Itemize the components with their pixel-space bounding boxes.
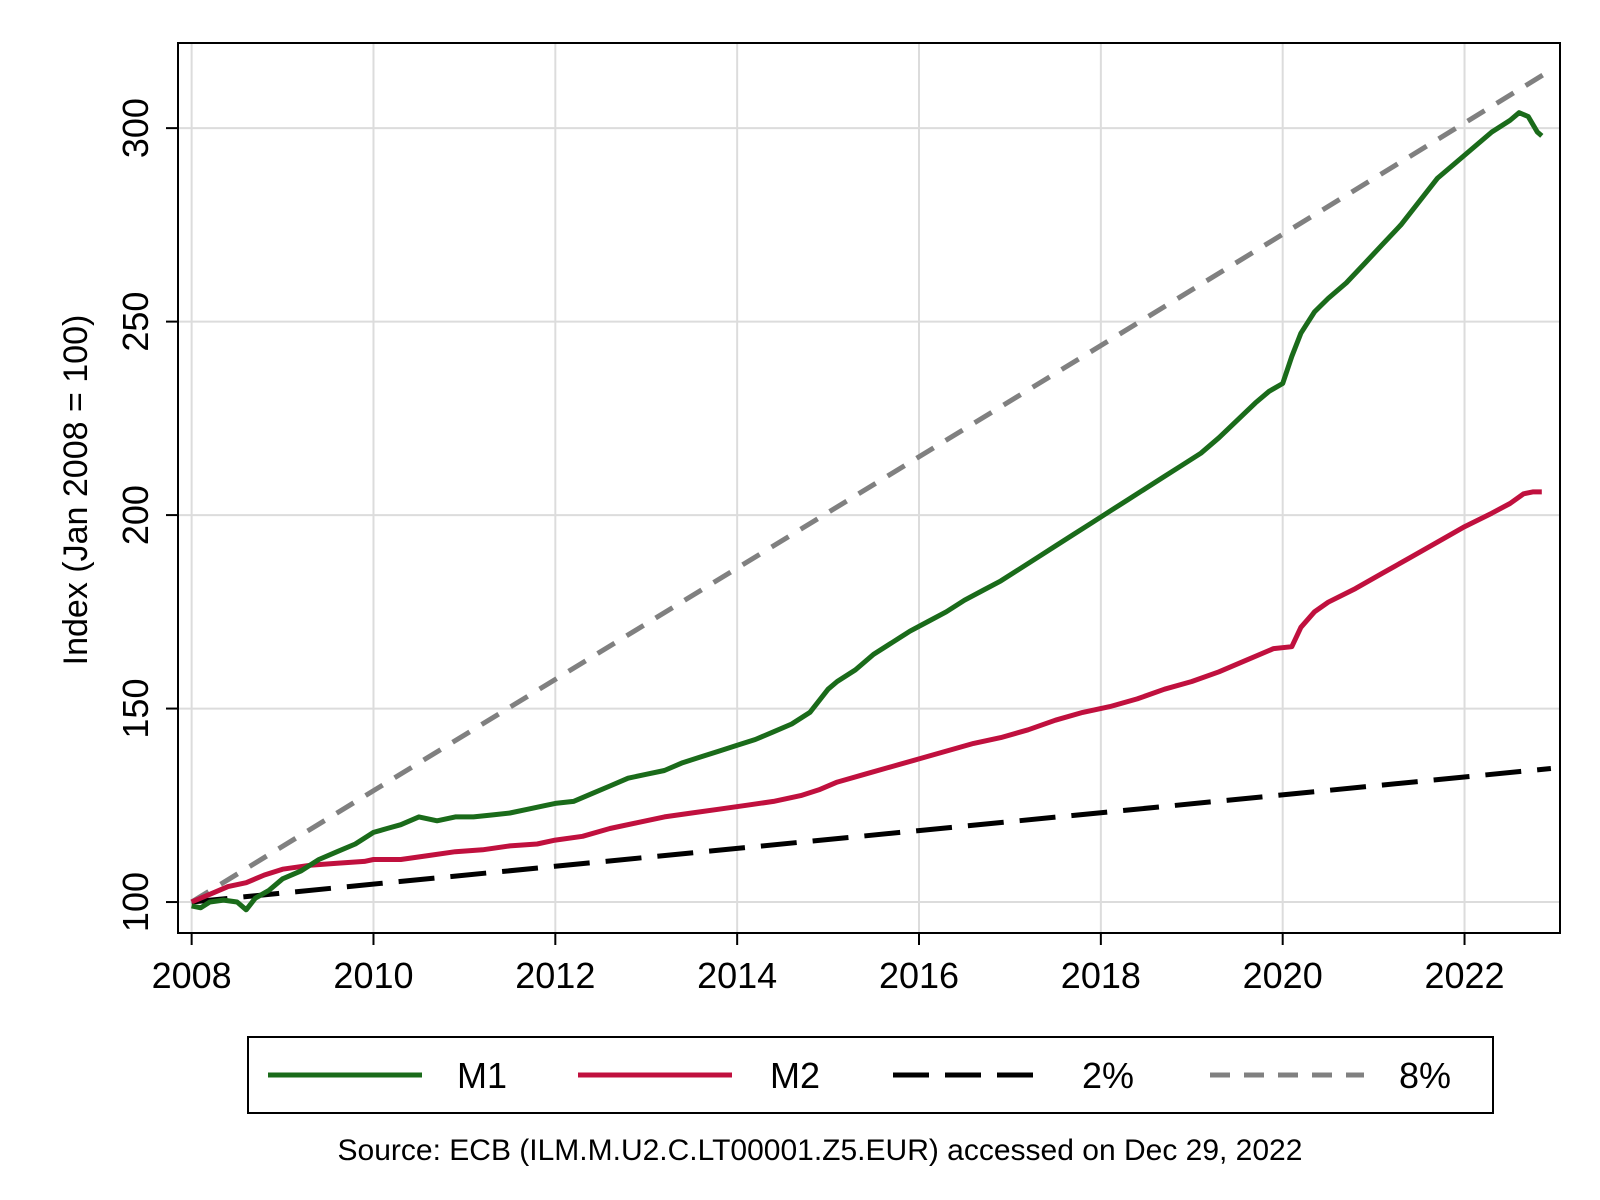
y-tick-label: 300 <box>115 98 156 158</box>
y-axis-title: Index (Jan 2008 = 100) <box>57 315 95 666</box>
grid-lines <box>178 43 1560 933</box>
x-tick-label: 2018 <box>1061 955 1141 996</box>
x-tick-label: 2020 <box>1243 955 1323 996</box>
plot-frame <box>177 42 1561 934</box>
series-line-m2 <box>190 489 1542 905</box>
series-layer <box>190 67 1553 913</box>
x-tick-label: 2010 <box>333 955 413 996</box>
y-axis: 100 150 200 250 300 <box>115 98 178 932</box>
x-tick-label: 2008 <box>152 955 232 996</box>
y-tick-label: 150 <box>115 679 156 739</box>
legend-label-3: 2% <box>1082 1055 1134 1096</box>
x-tick-label: 2016 <box>879 955 959 996</box>
legend-label-1: M1 <box>457 1055 507 1096</box>
x-tick-label: 2012 <box>515 955 595 996</box>
legend-label-4: 8% <box>1399 1055 1451 1096</box>
x-tick-label: 2022 <box>1424 955 1504 996</box>
legend-label-2: M2 <box>770 1055 820 1096</box>
source-note: Source: ECB (ILM.M.U2.C.LT00001.Z5.EUR) … <box>338 1134 1303 1167</box>
series-line-2-pct <box>191 766 1552 905</box>
series-line-8-pct <box>190 67 1553 905</box>
y-tick-label: 250 <box>115 292 156 352</box>
y-tick-label: 200 <box>115 485 156 545</box>
legend: M1 M2 2% 8% <box>247 1036 1494 1114</box>
y-tick-label: 100 <box>115 872 156 932</box>
x-tick-label: 2014 <box>697 955 777 996</box>
legend-box <box>247 1036 1494 1114</box>
series-line-m1 <box>191 110 1544 913</box>
x-axis: 2008 2010 2012 2014 2016 2018 2020 2022 <box>152 933 1505 996</box>
